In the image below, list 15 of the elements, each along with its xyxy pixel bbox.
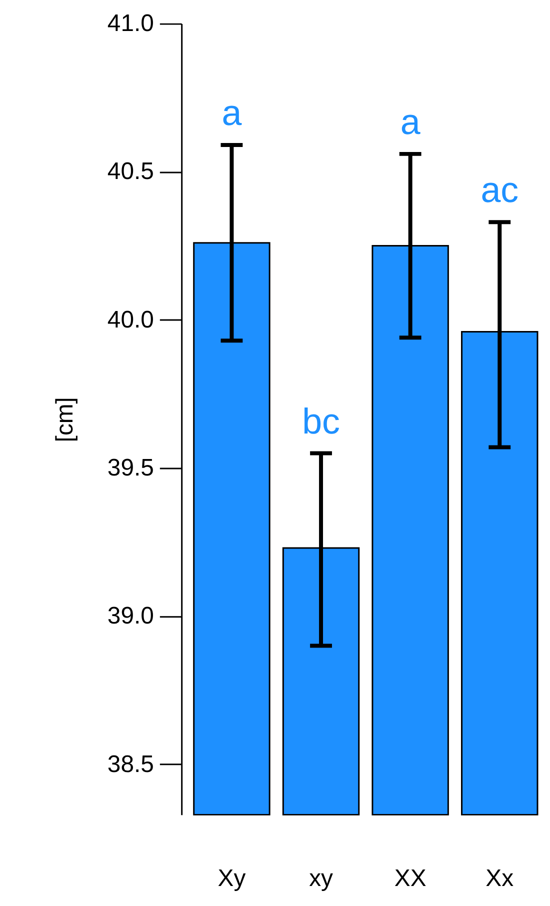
y-tick-label: 41.0	[107, 10, 154, 38]
y-tick-label: 40.0	[107, 306, 154, 334]
y-tick-label: 40.5	[107, 158, 154, 186]
y-axis-title: [cm]	[52, 397, 79, 442]
annotation: bc	[302, 401, 340, 442]
x-tick-label: XX	[394, 864, 426, 892]
y-tick-label: 38.5	[107, 750, 154, 778]
annotation: ac	[480, 170, 519, 210]
y-tick-label: 39.0	[107, 602, 154, 630]
annotation: a	[222, 93, 242, 134]
x-tick-label: Xy	[218, 864, 246, 892]
x-tick-label: Xx	[486, 864, 514, 892]
x-tick-label: xy	[309, 864, 334, 892]
y-tick-label: 39.5	[107, 454, 154, 482]
annotation: a	[400, 102, 420, 142]
